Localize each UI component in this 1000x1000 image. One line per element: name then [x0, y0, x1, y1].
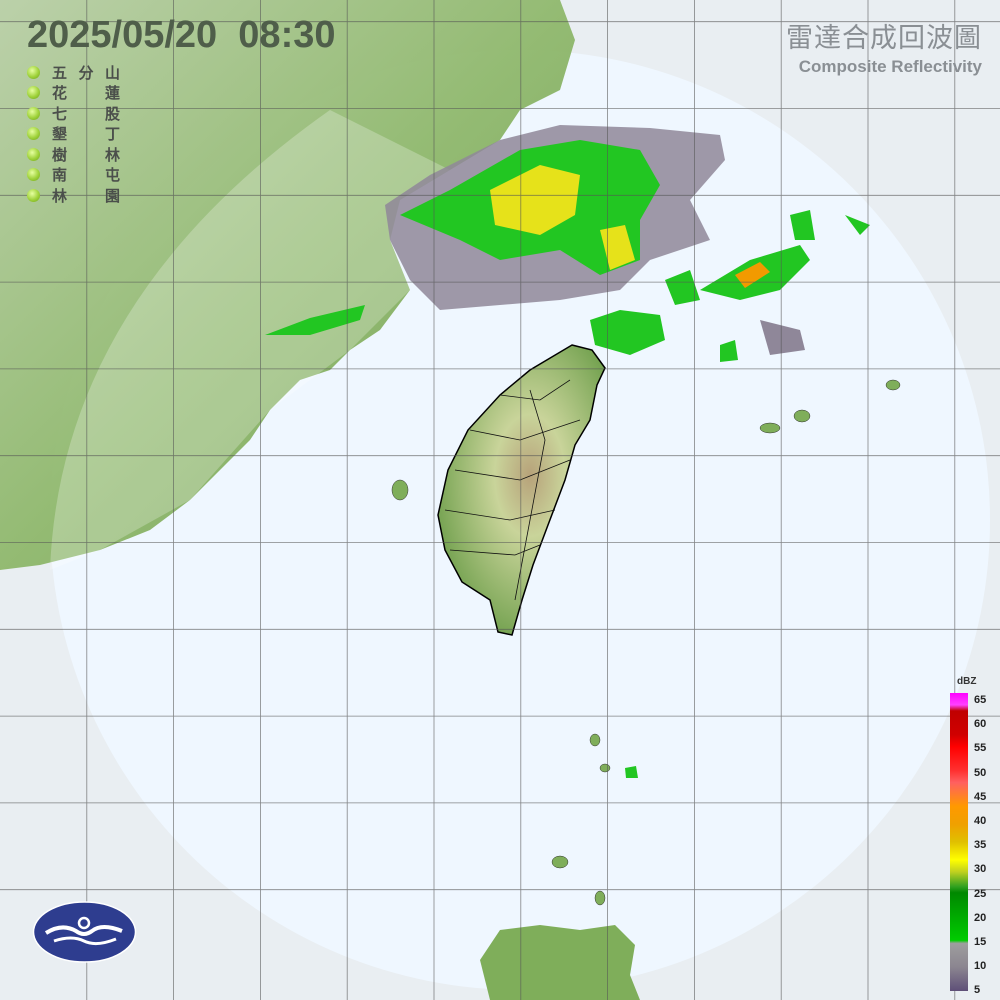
map-title: 雷達合成回波圖 Composite Reflectivity [786, 16, 982, 77]
colorbar-tick-label: 45 [974, 790, 987, 803]
colorbar-tick-label: 65 [974, 694, 987, 706]
station-dot-icon [27, 127, 40, 141]
station-char: 丁 [104, 125, 120, 144]
colorbar-tick-label: 30 [974, 863, 987, 876]
colorbar-tick-label: 5 [974, 984, 981, 997]
station-kenting: 墾丁 [27, 124, 120, 145]
station-char: 山 [104, 63, 120, 82]
station-dot-icon [27, 188, 40, 202]
luzon-island [480, 925, 640, 1000]
station-char: 蓮 [104, 84, 120, 103]
colorbar [950, 693, 968, 991]
station-char: 七 [52, 104, 68, 123]
taiwan-island [437, 344, 606, 636]
station-dot-icon [27, 147, 40, 161]
station-shulin: 樹林 [27, 144, 120, 165]
station-char: 股 [104, 104, 120, 123]
radar-station-list: 五分山 花蓮 七股 墾丁 樹林 南屯 林園 [27, 62, 120, 206]
station-char: 花 [52, 84, 68, 103]
islands [391, 379, 901, 906]
station-char: 分 [78, 63, 94, 82]
station-char: 林 [52, 186, 68, 205]
timestamp: 2025/05/20 08:30 [27, 14, 336, 56]
station-char: 園 [104, 186, 120, 205]
colorbar-unit: dBZ [957, 676, 977, 687]
station-char: 南 [52, 166, 68, 185]
colorbar-tick-label: 55 [974, 742, 987, 755]
colorbar-tick-label: 40 [974, 815, 987, 827]
colorbar-tick-label: 25 [974, 887, 987, 900]
station-char: 墾 [52, 125, 68, 144]
mainland-china [0, 0, 575, 570]
station-dot-icon [27, 65, 40, 79]
station-char: 屯 [104, 166, 120, 185]
coverage-shade [50, 110, 450, 570]
station-char: 林 [104, 145, 120, 164]
title-chinese: 雷達合成回波圖 [786, 23, 982, 54]
station-wufenshan: 五分山 [27, 62, 120, 83]
colorbar-tick-label: 35 [974, 839, 987, 852]
station-hualien: 花蓮 [27, 83, 120, 104]
station-dot-icon [27, 86, 40, 100]
station-char: 樹 [52, 145, 68, 164]
colorbar-tick-label: 15 [974, 936, 987, 948]
station-nantun: 南屯 [27, 165, 120, 186]
radar-echoes [265, 125, 870, 778]
title-english: Composite Reflectivity [798, 57, 982, 76]
cwa-logo [32, 901, 137, 963]
colorbar-tick-label: 60 [974, 718, 987, 731]
colorbar-tick-label: 50 [974, 766, 987, 779]
station-dot-icon [27, 106, 40, 120]
station-linyuan: 林園 [27, 185, 120, 206]
station-qigu: 七股 [27, 103, 120, 124]
colorbar-tick-label: 10 [974, 960, 987, 973]
station-char: 五 [52, 63, 68, 82]
station-dot-icon [27, 168, 40, 182]
colorbar-tick-label: 20 [974, 911, 987, 924]
county-borders [444, 379, 581, 601]
